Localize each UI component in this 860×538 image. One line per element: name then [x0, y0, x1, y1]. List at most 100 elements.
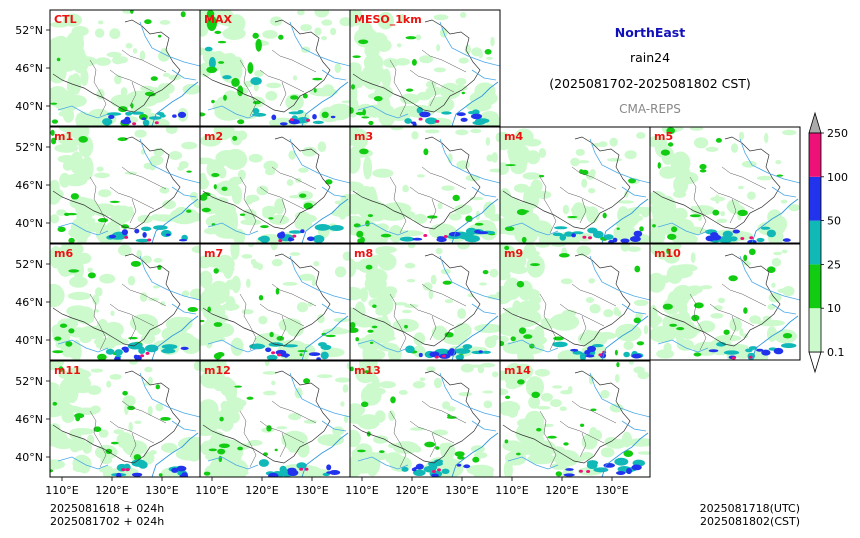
rain-light-patch — [248, 244, 254, 248]
colorbar-tick-label: 250 — [827, 127, 848, 140]
colorbar-under-arrow — [808, 351, 822, 374]
rain-light-patch — [122, 395, 136, 407]
panel-label: m6 — [54, 247, 73, 260]
rain-extreme-patch — [582, 235, 587, 239]
rain-light-patch — [672, 207, 688, 221]
rain-moderate-patch — [65, 341, 73, 347]
rain-light-patch — [526, 150, 541, 165]
rain-moderate-patch — [558, 253, 570, 258]
rain-light-patch — [159, 20, 171, 25]
rain-light-patch — [50, 459, 65, 470]
rain-light-patch — [140, 333, 156, 344]
rain-light-patch — [609, 403, 624, 413]
rain-light-patch — [182, 83, 200, 95]
rain-storm-patch — [134, 228, 140, 234]
province-border — [429, 81, 437, 107]
rain-light-patch — [95, 226, 109, 242]
rain-light-patch — [496, 291, 500, 296]
rain-light-patch — [581, 433, 598, 450]
panel-label: m2 — [204, 130, 223, 143]
rain-light-patch — [110, 310, 115, 316]
rain-light-patch — [224, 103, 253, 111]
panel-frame — [349, 9, 501, 127]
rain-light-patch — [402, 184, 409, 193]
axis-ticks: 52°N 46°N 40°N 52°N 46°N 40°N 52°N 46°N 40°N 52°N… — [15, 24, 629, 497]
rain-moderate-patch — [109, 200, 120, 203]
rain-light-patch — [517, 249, 540, 258]
rain-moderate-patch — [350, 366, 354, 372]
rain-moderate-patch — [423, 148, 429, 156]
river-line — [657, 222, 709, 236]
rain-light-patch — [365, 268, 388, 285]
rain-light-patch — [394, 302, 408, 306]
rain-storm-patch — [456, 463, 462, 467]
rain-moderate-patch — [219, 416, 224, 422]
rain-light-patch — [127, 275, 136, 286]
rain-light-patch — [335, 377, 350, 383]
rain-light-patch — [161, 442, 178, 453]
rain-extreme-patch — [299, 467, 304, 471]
rain-light-patch — [743, 261, 751, 266]
rain-moderate-patch — [390, 396, 396, 404]
rain-extreme-patch — [140, 354, 145, 358]
rain-moderate-patch — [213, 322, 223, 327]
rain-light-patch — [670, 151, 691, 175]
rain-light-patch — [162, 72, 171, 77]
rain-light-patch — [551, 244, 566, 247]
rain-storm-patch — [418, 352, 423, 358]
panel-label: m11 — [54, 364, 81, 377]
rain-light-patch — [428, 96, 455, 113]
rain-heavy-patch — [760, 226, 771, 230]
rain-moderate-patch — [110, 441, 119, 445]
rain-light-patch — [428, 289, 434, 300]
rain-light-patch — [581, 178, 588, 188]
rain-heavy-patch — [288, 230, 303, 234]
province-border — [129, 81, 137, 107]
rain-moderate-patch — [70, 193, 79, 200]
rain-light-patch — [689, 127, 704, 131]
rain-moderate-patch — [567, 216, 578, 218]
rain-light-patch — [258, 315, 268, 325]
rain-storm-patch — [287, 467, 297, 473]
rain-heavy-patch — [322, 346, 331, 350]
rain-moderate-patch — [531, 391, 540, 398]
rain-light-patch — [379, 381, 396, 389]
rain-light-patch — [230, 244, 240, 260]
rain-light-patch — [165, 127, 178, 134]
rain-light-patch — [473, 452, 488, 459]
province-border — [559, 186, 605, 210]
rain-moderate-patch — [250, 77, 262, 86]
rain-moderate-patch — [158, 473, 163, 477]
rain-light-patch — [460, 12, 467, 18]
rain-light-patch — [650, 272, 666, 293]
rain-moderate-patch — [54, 336, 62, 341]
rain-light-patch — [411, 131, 419, 140]
rain-light-patch — [628, 361, 634, 365]
rain-heavy-patch — [318, 342, 327, 347]
rain-light-patch — [132, 48, 138, 54]
rain-moderate-patch — [536, 427, 542, 432]
rain-light-patch — [254, 70, 264, 77]
rain-light-patch — [580, 452, 594, 460]
rain-moderate-patch — [516, 280, 525, 288]
rain-light-patch — [650, 326, 677, 343]
rain-moderate-patch — [237, 446, 243, 451]
rain-moderate-patch — [504, 439, 509, 444]
lat-tick-label: 46°N — [15, 62, 43, 75]
rain-storm-patch — [277, 232, 286, 239]
rain-moderate-patch — [590, 408, 597, 412]
rain-moderate-patch — [555, 471, 562, 477]
rain-light-patch — [609, 137, 618, 147]
province-border — [121, 283, 167, 307]
rain-light-patch — [241, 309, 254, 315]
rain-heavy-patch — [458, 233, 475, 240]
rain-light-patch — [530, 179, 543, 194]
rain-moderate-patch — [454, 451, 465, 457]
province-border — [559, 420, 605, 444]
rain-light-patch — [118, 244, 132, 256]
rain-moderate-patch — [368, 120, 374, 126]
rain-light-patch — [490, 36, 495, 47]
colorbar-tick-label: 100 — [827, 171, 848, 184]
lat-tick-label: 40°N — [15, 100, 43, 113]
rain-moderate-patch — [737, 209, 748, 217]
